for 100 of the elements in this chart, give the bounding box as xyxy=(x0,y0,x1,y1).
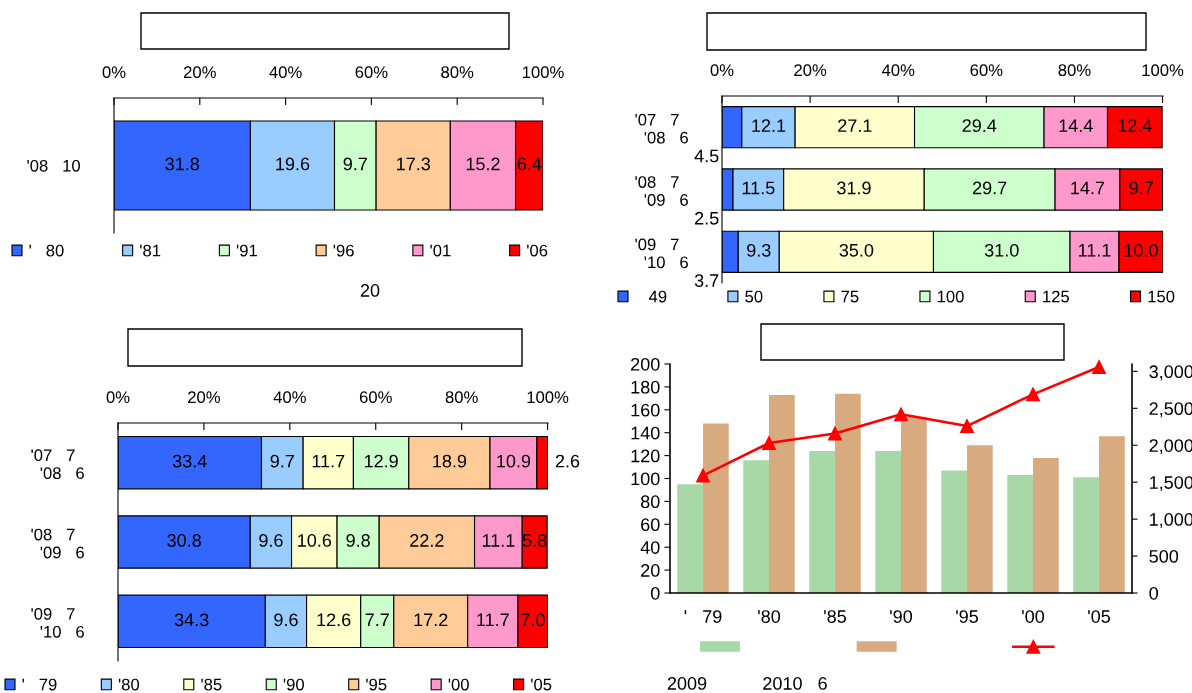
x-tick-label: 60% xyxy=(970,64,1003,77)
data-label: 34.3 xyxy=(174,613,209,627)
data-label: 14.4 xyxy=(1059,119,1093,132)
bar xyxy=(1033,457,1059,593)
legend-label: 150 xyxy=(1148,290,1175,303)
y2-tick-label: 0 xyxy=(1149,586,1158,600)
point xyxy=(1092,360,1106,374)
y-tick-label: 120 xyxy=(631,449,660,463)
data-label: 33.4 xyxy=(172,454,207,468)
x-tick-label: 40% xyxy=(269,66,302,79)
x-tick-label: 60% xyxy=(359,391,392,404)
data-label: 11.1 xyxy=(482,534,515,547)
data-label: 9.7 xyxy=(343,157,367,171)
data-label: 11.7 xyxy=(477,613,509,626)
bar xyxy=(875,451,901,593)
y-tick-label: 140 xyxy=(631,426,660,440)
data-label: 12.6 xyxy=(317,613,351,627)
point xyxy=(960,419,974,433)
x-tick-label: 20% xyxy=(183,66,216,79)
point xyxy=(696,468,710,483)
bar xyxy=(835,393,861,593)
bar xyxy=(677,484,703,593)
x-tick-label: 100% xyxy=(1142,64,1184,77)
legend-label: '05 xyxy=(531,678,552,691)
text: 2009 xyxy=(667,677,707,690)
data-label: 15.2 xyxy=(466,157,500,171)
x-tick-label: 20% xyxy=(188,391,220,404)
data-label: 11.1 xyxy=(1078,244,1111,257)
text: 2010 6 xyxy=(763,677,827,690)
y-tick-label: 60 xyxy=(641,518,660,532)
bar xyxy=(1099,436,1125,593)
x-tick-label: 60% xyxy=(355,66,388,79)
data-label: 31.9 xyxy=(837,181,871,195)
bar xyxy=(809,451,835,593)
legend-label: 125 xyxy=(1043,290,1070,303)
y-tick-label: 100 xyxy=(631,472,660,486)
data-label: 2.5 xyxy=(695,211,719,225)
x-tick-label: '00 xyxy=(1022,610,1045,623)
data-label: 2.6 xyxy=(555,454,580,468)
x-tick-label: 80% xyxy=(445,391,478,404)
data-label: 12.4 xyxy=(1118,119,1152,132)
bar xyxy=(703,423,729,593)
bar xyxy=(901,416,927,593)
x-tick-label: '80 xyxy=(758,610,781,623)
x-tick-label: '05 xyxy=(1088,610,1111,623)
x-tick-label: '95 xyxy=(956,610,979,623)
data-label: 12.1 xyxy=(752,119,786,132)
data-label: 17.2 xyxy=(414,613,448,626)
y-tick-label: '07 7 '08 6 xyxy=(31,449,84,480)
data-label: 17.3 xyxy=(397,157,431,171)
y-tick-label: '08 7 '09 6 xyxy=(635,176,688,206)
legend-label: '91 xyxy=(236,244,257,257)
data-label: 9.6 xyxy=(274,613,298,627)
x-tick-label: 40% xyxy=(881,64,915,77)
legend-label: '01 xyxy=(430,244,451,257)
bar xyxy=(941,470,967,593)
data-label: 27.1 xyxy=(838,119,872,132)
legend-label: 50 xyxy=(745,290,763,303)
data-label: 6.4 xyxy=(517,157,542,171)
data-label: 19.6 xyxy=(276,157,310,171)
bar xyxy=(1073,477,1099,593)
y-tick-label: 80 xyxy=(640,495,660,509)
point xyxy=(828,426,842,441)
y2-tick-label: 500 xyxy=(1149,550,1179,563)
data-label: 9.3 xyxy=(747,243,771,257)
y-tick-label: '07 7 '08 6 xyxy=(635,113,688,144)
x-tick-label: 100% xyxy=(522,66,564,79)
legend-label: '06 xyxy=(527,244,548,257)
legend-label: 49 xyxy=(648,290,667,303)
data-label: 35.0 xyxy=(839,243,874,257)
legend-label: '80 xyxy=(118,678,140,691)
data-label: 5.8 xyxy=(522,534,547,547)
data-label: 11.7 xyxy=(312,454,345,468)
point xyxy=(1026,387,1040,402)
data-label: 11.5 xyxy=(742,181,775,195)
legend-label: '85 xyxy=(201,678,222,691)
data-label: 31.0 xyxy=(984,243,1019,257)
x-tick-label: 0% xyxy=(102,66,126,79)
y-tick-label: 0 xyxy=(650,586,660,600)
bar xyxy=(743,460,769,593)
x-tick-label: 80% xyxy=(1058,64,1091,77)
x-tick-label: 100% xyxy=(527,391,569,404)
y-tick-label: '09 7 '10 6 xyxy=(31,607,84,638)
y-tick-label: '08 10 xyxy=(27,159,81,172)
bar xyxy=(1007,475,1033,593)
data-label: 31.8 xyxy=(165,157,199,171)
data-label: 3.7 xyxy=(694,274,719,287)
data-label: 10.6 xyxy=(298,534,332,547)
x-tick-label: 80% xyxy=(441,66,474,79)
text: 20 xyxy=(360,284,380,297)
legend-label: 75 xyxy=(841,290,859,303)
data-label: 12.9 xyxy=(364,454,398,468)
x-tick-label: 0% xyxy=(106,391,130,404)
y-tick-label: 160 xyxy=(631,403,660,417)
y-tick-label: 180 xyxy=(631,380,660,394)
x-tick-label: '85 xyxy=(824,610,847,623)
x-tick-label: 20% xyxy=(794,64,827,77)
legend-label: ' 79 xyxy=(22,678,57,691)
y-tick-label: '08 7 '09 6 xyxy=(31,528,84,559)
data-label: 29.4 xyxy=(962,119,997,133)
